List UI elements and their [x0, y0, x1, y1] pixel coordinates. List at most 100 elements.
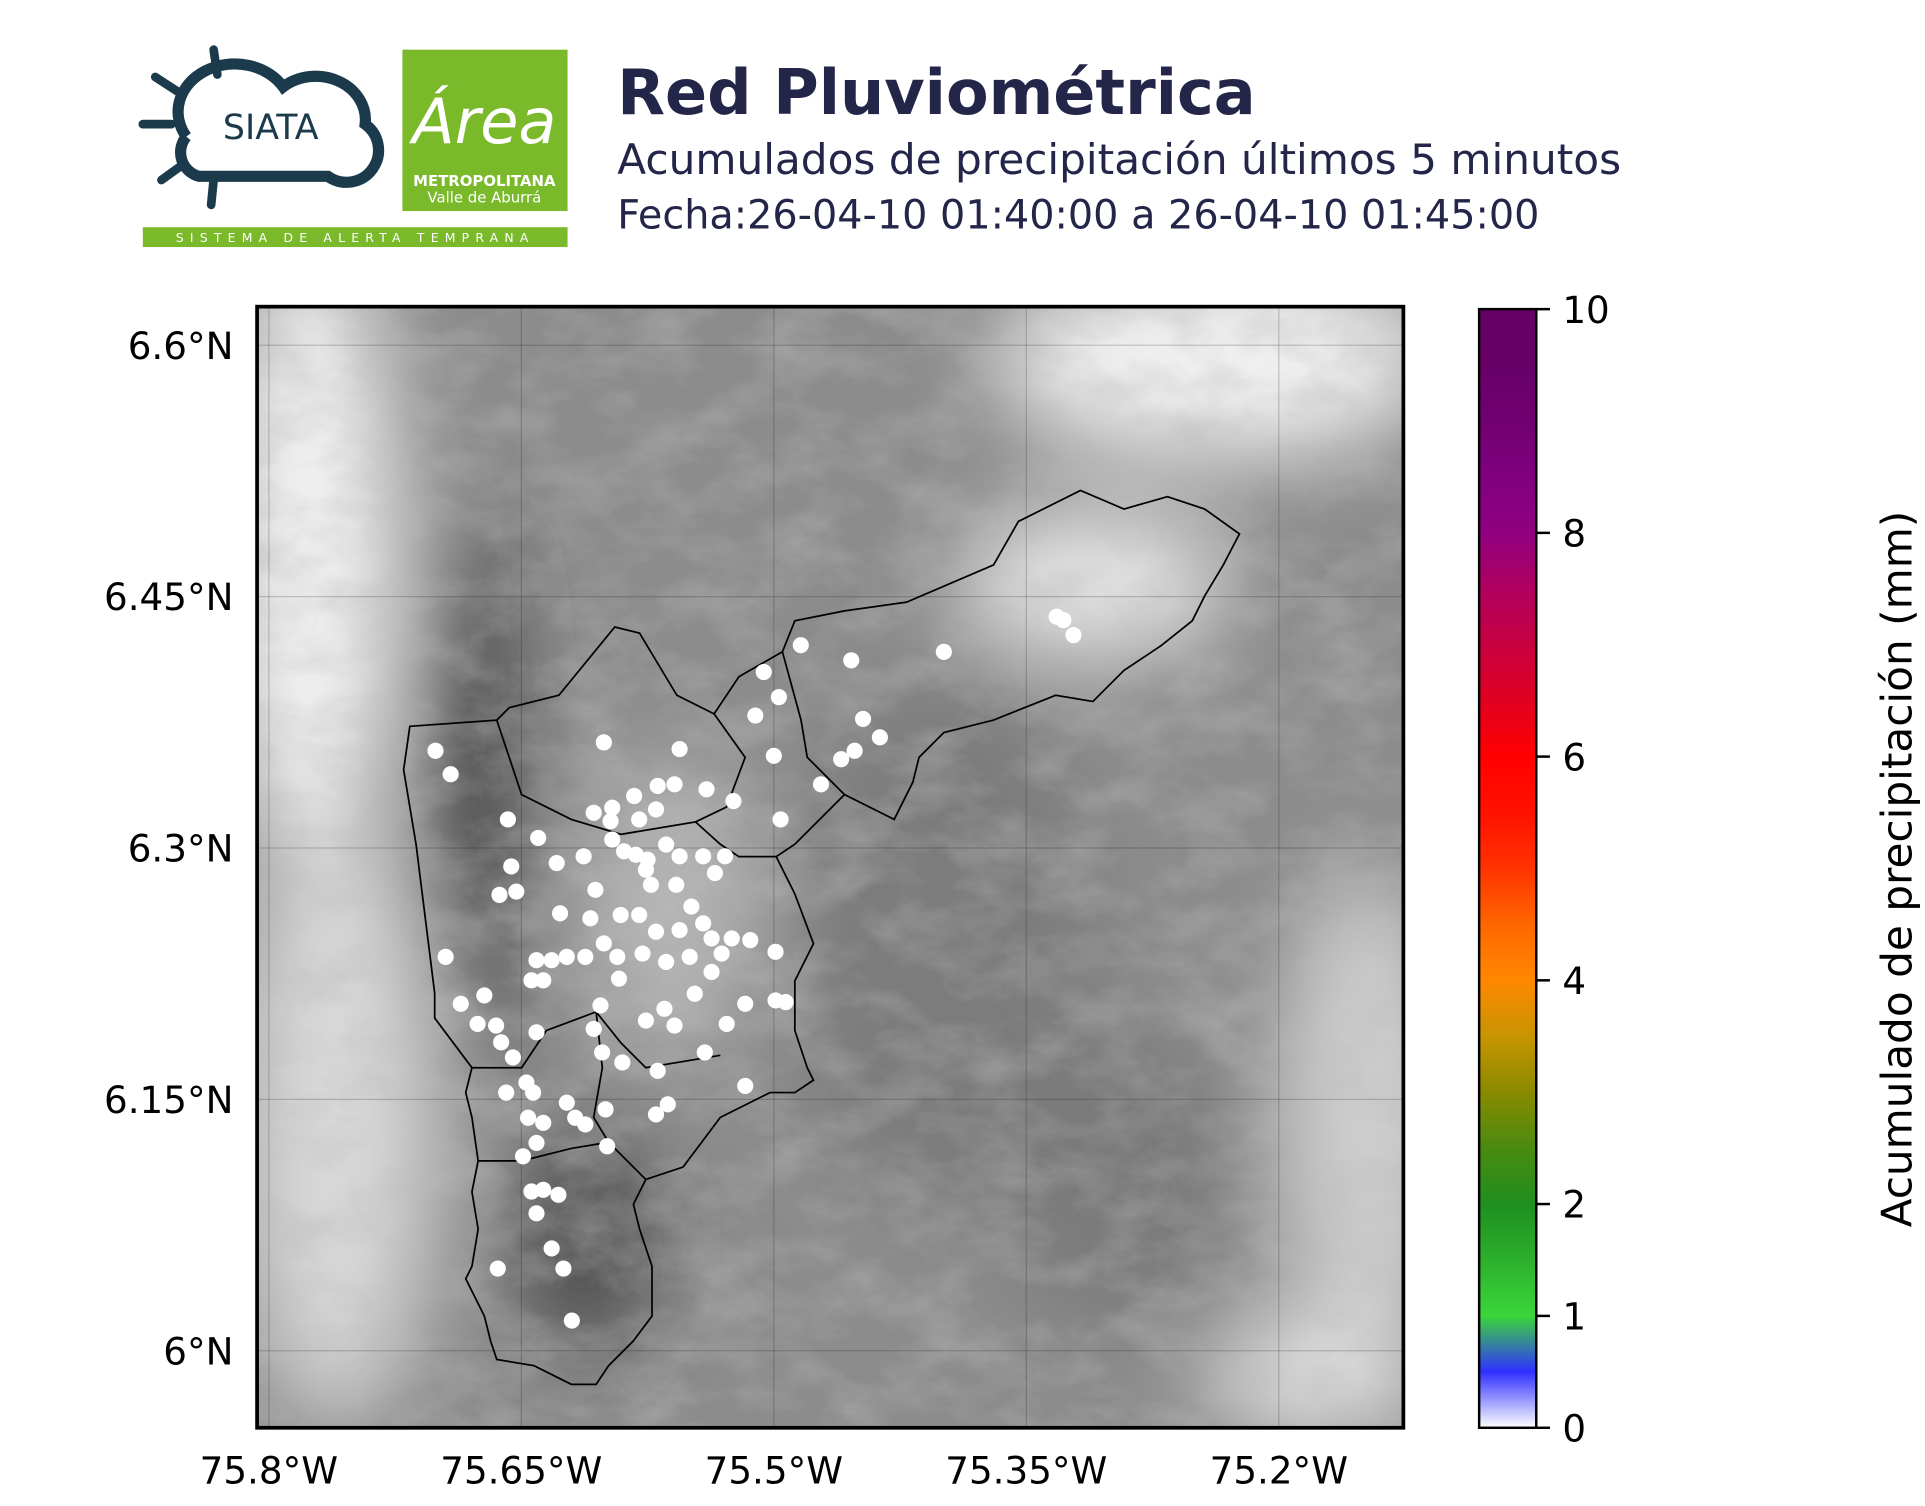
station [585, 1020, 602, 1038]
station [535, 1181, 552, 1198]
station [550, 1186, 567, 1203]
station [658, 953, 675, 970]
station [631, 811, 648, 828]
station [437, 948, 454, 965]
station [577, 948, 594, 965]
station [703, 963, 720, 981]
station [854, 710, 872, 727]
colorbar [1477, 307, 1538, 1430]
colorbar-label: Acumulado de precipitación (mm) [1873, 511, 1922, 1228]
colorbar-tick-label: 4 [1562, 959, 1586, 1003]
station [528, 1205, 545, 1222]
area-box [402, 49, 568, 212]
station [765, 747, 782, 764]
station [535, 1114, 552, 1131]
station [695, 848, 712, 865]
station [637, 861, 654, 878]
station [528, 952, 545, 969]
siata-text: SIATA [223, 108, 319, 148]
station [681, 948, 698, 965]
station [488, 1017, 505, 1034]
y-tick-label: 6.45°N [104, 575, 233, 619]
colorbar-axis: 0 1 2 4 6 8 10 [1536, 288, 1610, 1450]
x-tick-label: 75.8°W [200, 1449, 338, 1493]
station [604, 831, 621, 848]
station [747, 707, 764, 724]
station [609, 948, 626, 965]
station [489, 1260, 506, 1277]
y-tick-label: 6.15°N [104, 1078, 233, 1122]
x-tick-label: 75.5°W [705, 1449, 843, 1493]
stations [427, 608, 1082, 1329]
terrain [257, 306, 1404, 1428]
chart-title: Red Pluviométrica [617, 56, 1255, 129]
station [595, 935, 612, 952]
station [649, 777, 666, 795]
station [703, 930, 720, 947]
station [548, 854, 565, 872]
station [843, 652, 860, 669]
station [772, 811, 789, 828]
sun-rays [138, 45, 222, 210]
x-tick-label: 75.2°W [1210, 1449, 1348, 1493]
station [551, 905, 569, 922]
map-frame [255, 304, 1406, 1430]
station [671, 848, 688, 865]
station [523, 1183, 540, 1200]
station [555, 1260, 572, 1277]
station [696, 1044, 713, 1061]
station [528, 1024, 545, 1041]
station [755, 663, 772, 681]
station [647, 1106, 665, 1123]
station [585, 804, 602, 821]
station [642, 876, 660, 893]
station [631, 906, 648, 924]
region-outline [402, 489, 1241, 1386]
station [597, 1101, 614, 1118]
station [530, 829, 547, 846]
station [563, 1312, 580, 1329]
station [647, 801, 665, 818]
x-tick-label: 75.35°W [945, 1449, 1107, 1493]
station [713, 945, 730, 962]
station [666, 1017, 683, 1034]
station [612, 906, 629, 924]
y-tick-label: 6°N [163, 1329, 233, 1373]
station [535, 972, 552, 989]
valle-text: Valle de Aburrá [427, 188, 541, 206]
x-tick-label: 75.65°W [440, 1449, 602, 1493]
station [1055, 611, 1072, 629]
station [668, 876, 685, 893]
station [656, 1000, 673, 1017]
station [528, 1134, 545, 1151]
station [666, 776, 683, 793]
station [683, 898, 700, 915]
station [671, 921, 688, 939]
band [142, 227, 568, 248]
station [723, 930, 740, 947]
station [659, 1096, 676, 1113]
station [770, 689, 787, 706]
station [427, 742, 444, 759]
station [508, 883, 525, 900]
station [599, 1138, 616, 1155]
station [520, 1109, 537, 1126]
y-tick-label: 6.3°N [128, 827, 234, 871]
station [812, 776, 830, 793]
station [452, 995, 469, 1012]
station [498, 1084, 515, 1101]
station [503, 858, 520, 875]
station [725, 792, 742, 810]
station [604, 799, 621, 816]
colorbar-tick-label: 0 [1562, 1406, 1586, 1450]
station [671, 741, 688, 758]
area-logo: Área METROPOLITANA Valle de Aburrá SISTE… [142, 49, 568, 248]
area-text: Área [408, 84, 556, 158]
station [706, 865, 724, 882]
station [525, 1084, 542, 1101]
station [491, 886, 508, 903]
station [871, 729, 888, 746]
station [558, 1094, 575, 1111]
chart-subtitle: Acumulados de precipitación últimos 5 mi… [617, 135, 1621, 184]
station [647, 923, 665, 940]
